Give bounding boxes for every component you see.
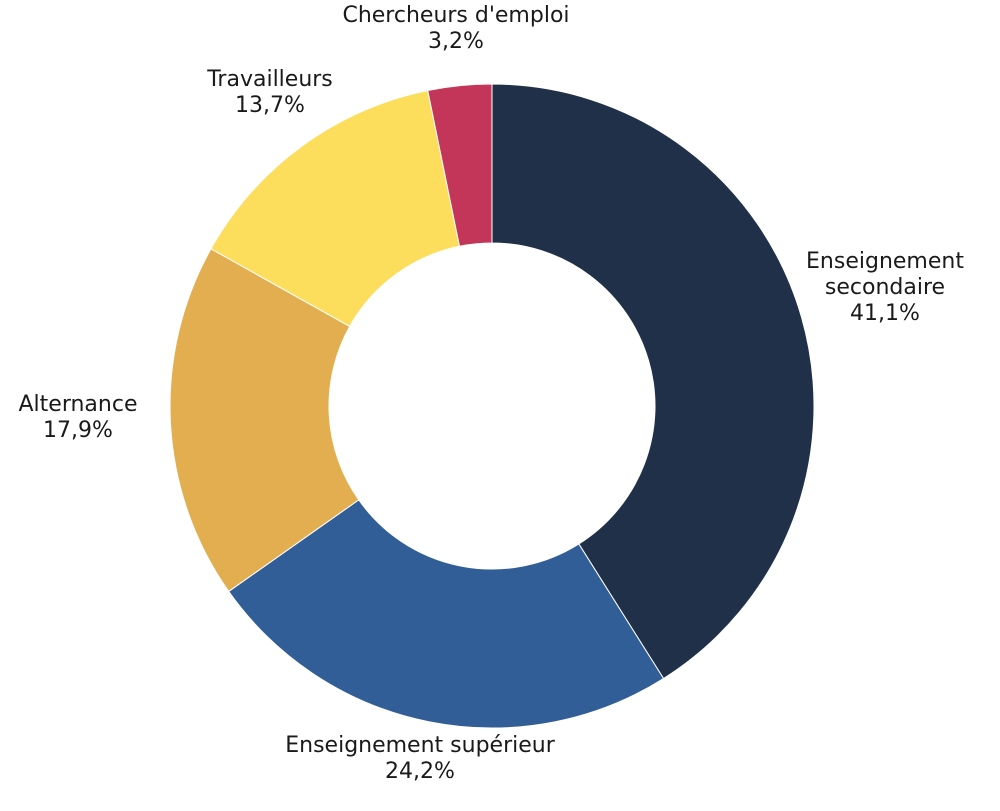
slice-value-label: 24,2%: [385, 759, 455, 784]
slice-label-chercheurs-d-emploi: Chercheurs d'emploi 3,2%: [342, 3, 569, 54]
slice-label-enseignement-secondaire: Enseignement secondaire 41,1%: [806, 249, 964, 326]
slices-layer: [169, 83, 815, 729]
slice-name-label: Enseignement: [806, 249, 964, 274]
slice-value-label: 41,1%: [850, 301, 920, 326]
slice-label-travailleurs: Travailleurs 13,7%: [206, 67, 333, 118]
slice-value-label: 13,7%: [235, 93, 305, 118]
slice-enseignement-secondaire: [491, 83, 815, 680]
slice-enseignement-superieur: [228, 499, 665, 729]
slice-name-label: Chercheurs d'emploi: [342, 3, 569, 28]
slice-travailleurs: [210, 89, 461, 328]
slice-alternance: [169, 248, 360, 593]
slice-value-label: 17,9%: [43, 418, 113, 443]
slice-name-label: secondaire: [825, 275, 945, 300]
slice-label-alternance: Alternance 17,9%: [19, 392, 138, 443]
slice-name-label: Alternance: [19, 392, 138, 417]
slice-name-label: Travailleurs: [206, 67, 333, 92]
slice-name-label: Enseignement supérieur: [285, 733, 555, 758]
slice-chercheurs-d-emploi: [427, 83, 493, 247]
slice-label-enseignement-superieur: Enseignement supérieur 24,2%: [285, 733, 555, 784]
labels-layer: Enseignement secondaire 41,1% Enseignement …: [19, 3, 965, 784]
slice-value-label: 3,2%: [428, 29, 484, 54]
